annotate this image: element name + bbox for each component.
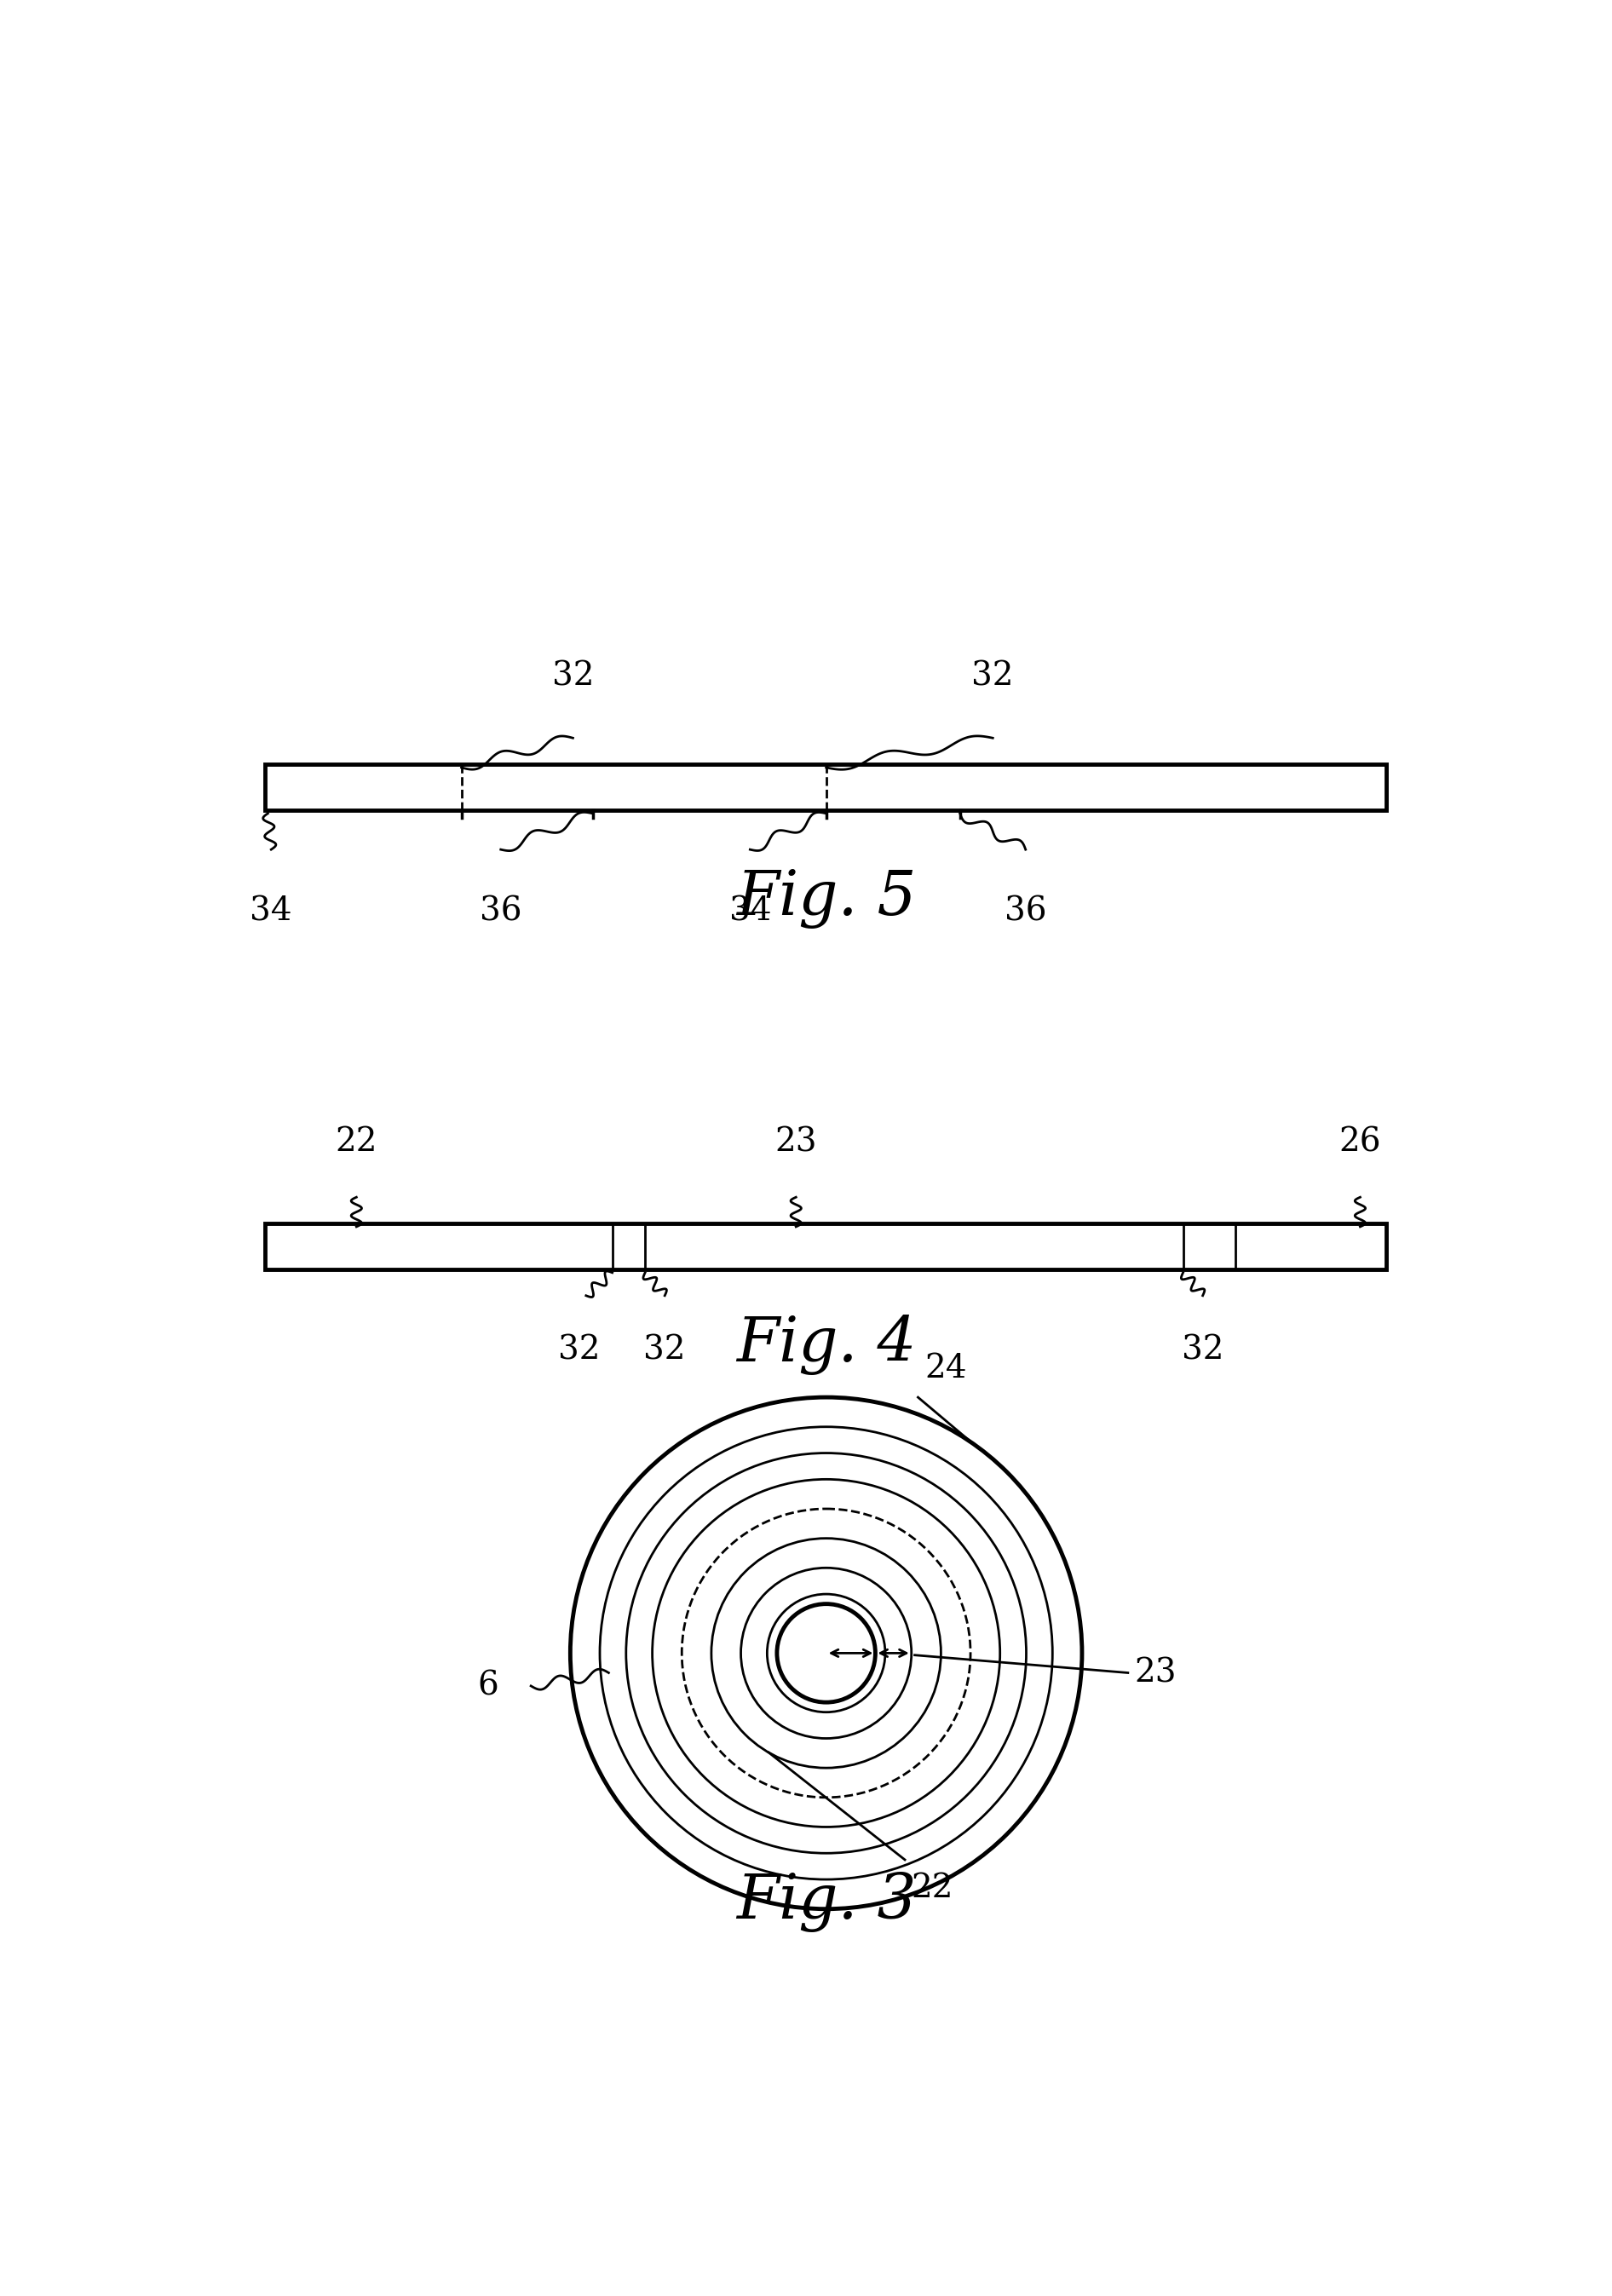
Text: 32: 32 <box>972 661 1014 691</box>
Text: 34: 34 <box>729 895 771 928</box>
Text: 32: 32 <box>643 1334 685 1366</box>
Text: 23: 23 <box>775 1127 817 1157</box>
Text: 6: 6 <box>477 1669 498 1701</box>
Text: 24: 24 <box>925 1352 967 1384</box>
Text: 36: 36 <box>480 895 522 928</box>
Text: Fig. 5: Fig. 5 <box>737 868 916 930</box>
Text: 26: 26 <box>1340 1127 1381 1157</box>
Text: 32: 32 <box>551 661 593 691</box>
Text: 32: 32 <box>1182 1334 1224 1366</box>
Text: Fig. 3: Fig. 3 <box>737 1871 916 1933</box>
Bar <box>264 765 1386 810</box>
Text: 22: 22 <box>335 1127 377 1157</box>
Text: 23: 23 <box>1135 1658 1177 1688</box>
Text: 32: 32 <box>558 1334 601 1366</box>
Text: 22: 22 <box>911 1874 954 1903</box>
Text: 34: 34 <box>250 895 292 928</box>
Bar <box>264 1224 1386 1270</box>
Text: Fig. 4: Fig. 4 <box>737 1316 916 1375</box>
Text: 36: 36 <box>1004 895 1046 928</box>
